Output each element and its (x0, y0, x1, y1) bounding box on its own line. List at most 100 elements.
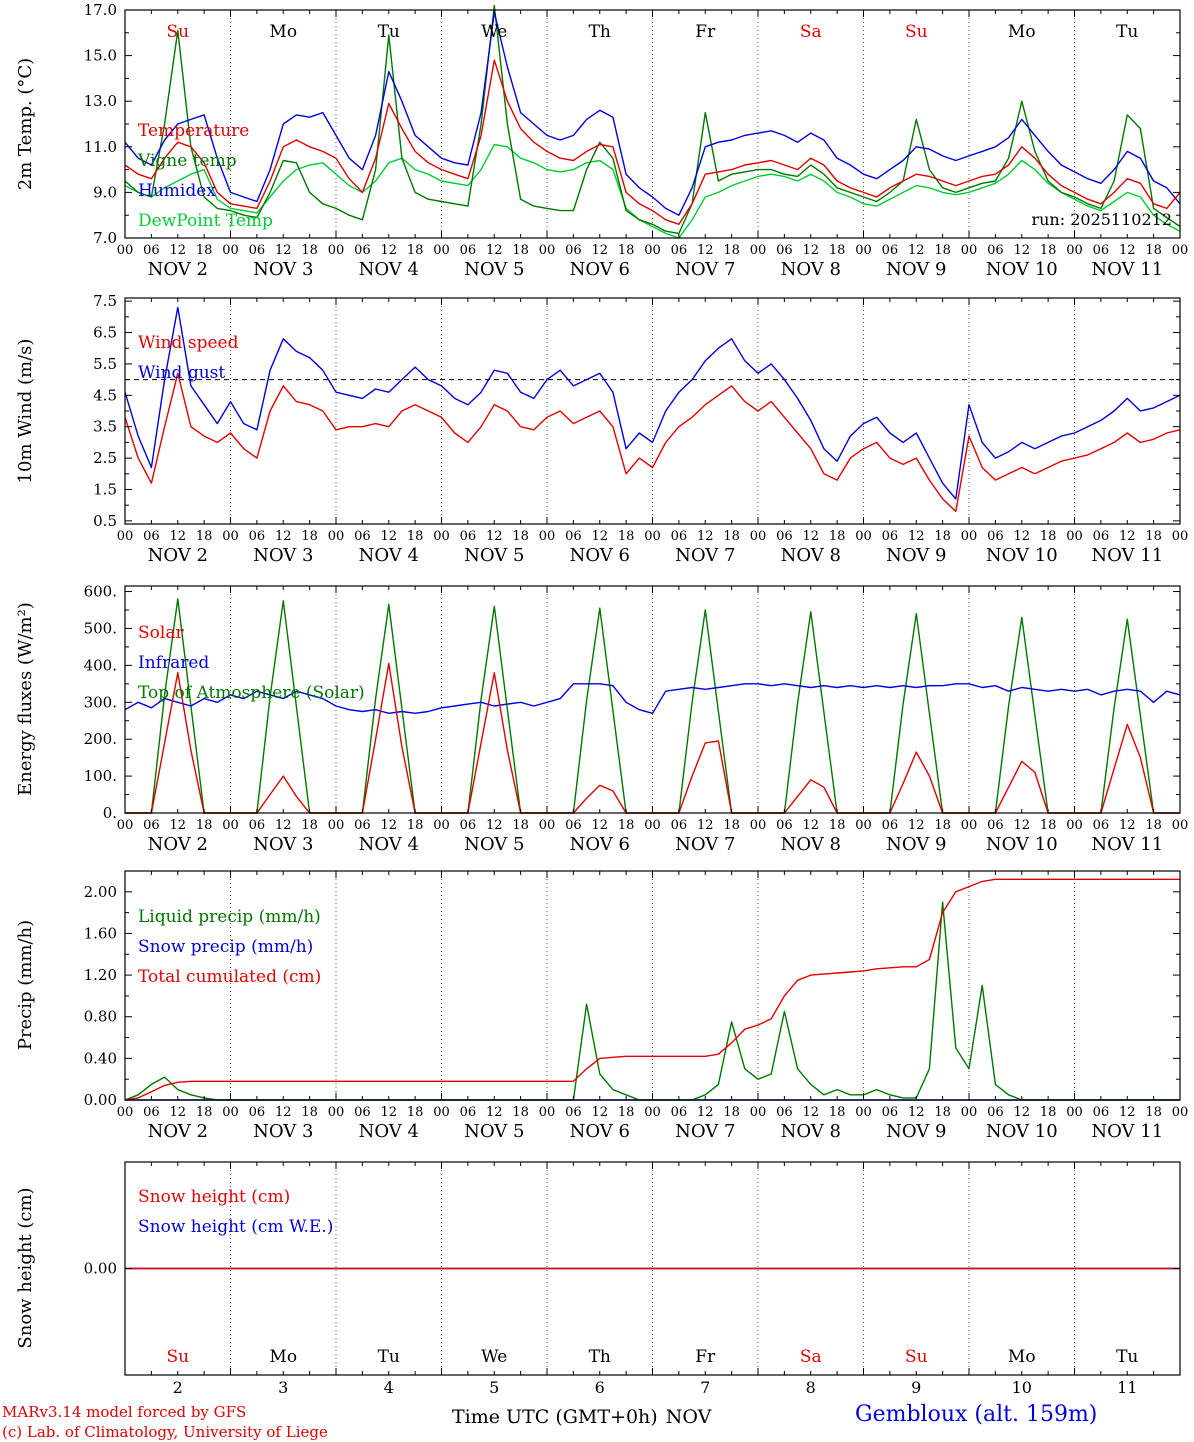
hour-tick-label: 12 (275, 1105, 292, 1120)
legend-item-liquid-precip: Liquid precip (mm/h) (138, 907, 321, 927)
hour-tick-label: 12 (802, 818, 819, 833)
hour-tick-label: 18 (301, 1105, 318, 1120)
legend-snow: Snow height (cm) Snow height (cm W.E.) (138, 1182, 333, 1242)
y-tick-label: 7.5 (93, 292, 117, 310)
hour-tick-label: 00 (539, 243, 556, 258)
hour-tick-label: 18 (512, 818, 529, 833)
hour-tick-label: 00 (1066, 1105, 1083, 1120)
date-label: NOV 3 (253, 259, 313, 280)
series-total-cumulated-cm- (124, 878, 1180, 1101)
hour-tick-label: 12 (169, 529, 186, 544)
hour-tick-label: 06 (671, 1105, 688, 1120)
hour-tick-label: 18 (723, 1105, 740, 1120)
y-tick-label: 1.20 (84, 966, 117, 984)
hour-tick-label: 06 (882, 1105, 899, 1120)
date-label: NOV 11 (1091, 834, 1163, 855)
hour-tick-label: 00 (433, 529, 450, 544)
date-label: NOV 9 (886, 545, 946, 566)
footer-model-line1: MARv3.14 model forced by GFS (2, 1403, 247, 1421)
hour-tick-label: 12 (169, 818, 186, 833)
hour-tick-label: 12 (591, 529, 608, 544)
hour-tick-label: 12 (591, 818, 608, 833)
dow-label-top: Tu (1116, 22, 1138, 42)
ylabel-precip: Precip (mm/h) (15, 919, 36, 1051)
hour-tick-label: 18 (512, 529, 529, 544)
hour-tick-label: 18 (934, 1105, 951, 1120)
hour-tick-label: 12 (275, 818, 292, 833)
hour-tick-label: 00 (117, 1105, 134, 1120)
hour-tick-label: 00 (961, 243, 978, 258)
series-wind-gust (124, 306, 1181, 500)
hour-tick-label: 00 (644, 243, 661, 258)
hour-tick-label: 18 (618, 529, 635, 544)
hour-tick-label: 00 (328, 529, 345, 544)
legend-wind: Wind speed Wind gust (138, 328, 238, 388)
y-tick-label: 1.60 (84, 924, 117, 942)
day-number-label: 11 (1117, 1378, 1137, 1397)
date-label: NOV 8 (781, 1121, 841, 1142)
y-tick-label: 6.5 (93, 324, 117, 342)
hour-tick-label: 00 (644, 1105, 661, 1120)
hour-tick-label: 06 (143, 529, 160, 544)
y-tick-label: 0. (103, 804, 117, 822)
date-label: NOV 6 (570, 1121, 630, 1142)
hour-tick-label: 00 (222, 1105, 239, 1120)
hour-tick-label: 06 (987, 243, 1004, 258)
hour-tick-label: 00 (644, 529, 661, 544)
legend-item-vigne-temp: Vigne temp (138, 151, 237, 171)
day-number-label: 7 (700, 1378, 710, 1397)
y-tick-label: 13.0 (84, 92, 117, 110)
hour-tick-label: 12 (802, 529, 819, 544)
hour-tick-label: 12 (380, 243, 397, 258)
date-label: NOV 3 (253, 1121, 313, 1142)
hour-tick-label: 06 (249, 243, 266, 258)
hour-tick-label: 18 (1145, 1105, 1162, 1120)
y-tick-label: 0.80 (84, 1008, 117, 1026)
hour-tick-label: 18 (512, 243, 529, 258)
hour-tick-label: 00 (855, 529, 872, 544)
hour-tick-label: 18 (618, 1105, 635, 1120)
hour-tick-label: 00 (1172, 243, 1189, 258)
hour-tick-label: 12 (802, 1105, 819, 1120)
footer-model-line2: (c) Lab. of Climatology, University of L… (2, 1423, 328, 1441)
panel-precip: 0.00 0.40 0.80 1.20 1.60 2.00 00 06 12 18 00 06 12 18… (84, 870, 1188, 1142)
ylabel-snow: Snow height (cm) (15, 1187, 36, 1349)
y-tick-label: 5.5 (93, 355, 117, 373)
hour-tick-label: 06 (354, 243, 371, 258)
y-tick-label: 1.5 (93, 480, 117, 498)
hour-tick-label: 00 (222, 529, 239, 544)
hour-tick-label: 18 (618, 243, 635, 258)
legend-item-wind-speed: Wind speed (138, 333, 239, 353)
hour-tick-label: 06 (671, 818, 688, 833)
series-dewpoint-temp (124, 143, 1181, 239)
hour-tick-label: 18 (407, 243, 424, 258)
y-tick-label: 11.0 (84, 138, 117, 156)
hour-tick-label: 18 (1145, 529, 1162, 544)
series-vigne-temp (124, 4, 1181, 235)
legend-item-humidex: Humidex (138, 181, 216, 201)
panel-snow: 0.00 2 3 4 5 6 7 8 9 10 11 (84, 1161, 1181, 1397)
hour-tick-label: 18 (934, 243, 951, 258)
dow-label-bottom: We (481, 1347, 507, 1367)
hour-tick-label: 00 (855, 1105, 872, 1120)
y-tick-label: 0.00 (84, 1091, 117, 1109)
hour-tick-label: 18 (301, 243, 318, 258)
dow-label-top: Tu (378, 22, 400, 42)
hour-tick-label: 12 (802, 243, 819, 258)
dow-label-bottom: Su (905, 1347, 928, 1367)
hour-tick-label: 00 (222, 818, 239, 833)
hour-tick-label: 18 (301, 529, 318, 544)
hour-tick-label: 18 (829, 818, 846, 833)
hour-tick-label: 00 (117, 818, 134, 833)
date-label: NOV 11 (1091, 1121, 1163, 1142)
y-tick-label: 9.0 (93, 183, 117, 201)
hour-tick-label: 06 (882, 529, 899, 544)
y-tick-label: 0.40 (84, 1049, 117, 1067)
hour-tick-label: 06 (1093, 243, 1110, 258)
hour-tick-label: 06 (882, 818, 899, 833)
date-label: NOV 10 (986, 834, 1058, 855)
x-axis-title-text: Time UTC (GMT+0h) (452, 1406, 658, 1428)
hour-tick-label: 00 (750, 529, 767, 544)
hour-tick-label: 06 (354, 1105, 371, 1120)
hour-tick-label: 06 (565, 529, 582, 544)
